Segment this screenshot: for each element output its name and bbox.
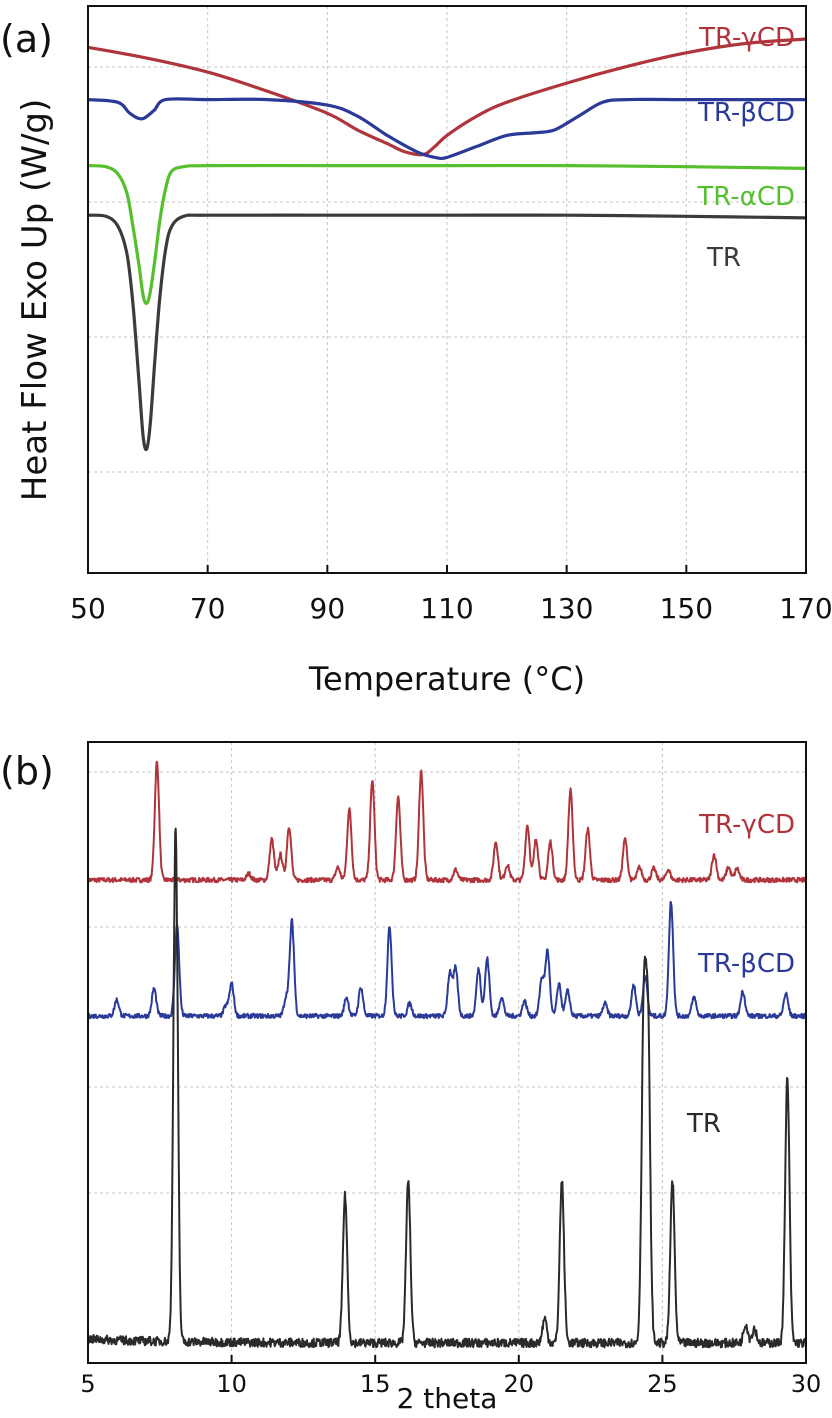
panel-a-ylabel: Heat Flow Exo Up (W/g) [15,99,55,502]
panel-b-xtick-label: 25 [647,1370,678,1398]
panel-a-xtick-label: 90 [310,592,346,625]
panel-b-label-tr-betacd: TR-βCD [697,949,795,979]
panel-a-xtick-label: 150 [660,592,713,625]
panel-a: (a) Heat Flow Exo Up (W/g) TR-γCDTR-βCDT… [0,5,832,698]
panel-b-xticks: 5 10 15 20 25 30 [80,1355,821,1398]
panel-b-label-tr: TR [686,1109,721,1139]
panel-b-xlabel: 2 theta [397,1382,498,1415]
panel-b-xtick-label: 10 [216,1370,247,1398]
panel-a-series [87,37,807,452]
panel-a-series-tr-betacd [87,97,806,161]
panel-b-xtick-label: 15 [360,1370,391,1398]
panel-a-series-labels: TR-γCD TR-βCD TR-αCD TR [696,23,795,273]
panel-a-series-tr [87,213,807,452]
panel-a-series-tr-gammacd [87,37,807,157]
panel-a-xtick-label: 50 [70,592,106,625]
panel-a-xtick-label: 70 [190,592,226,625]
panel-a-xlabel: Temperature (°C) [308,660,585,698]
panel-a-series-tr-alphacd [87,163,807,305]
panel-a-label-tr: TR [706,243,741,273]
panel-b-label-tr-gammacd: TR-γCD [698,810,795,840]
panel-b-series-tr-betacd [87,900,807,1020]
panel-a-xtick-label: 110 [420,592,473,625]
panel-b-series-tr-gammacd [87,760,807,884]
panel-b-series [87,760,807,1349]
panel-a-tag: (a) [0,17,53,61]
panel-a-xtick-label: 170 [779,592,832,625]
panel-b-series-labels: TR-γCD TR-βCD TR [686,810,795,1139]
panel-a-xtick-label: 130 [540,592,593,625]
panel-a-xticks: 50 70 90 110 130 150 170 [70,565,832,625]
panel-b-xtick-label: 30 [791,1370,822,1398]
panel-b-frame [87,741,807,1364]
panel-a-label-tr-alphacd: TR-αCD [696,182,795,212]
panel-b-xtick-label: 5 [80,1370,95,1398]
panel-b: (b) TR-γCD TR-βCD TR 5 10 15 20 25 30 2 theta [0,741,821,1415]
panel-a-grid [88,6,806,573]
panel-a-label-tr-gammacd: TR-γCD [698,23,795,53]
panel-a-label-tr-betacd: TR-βCD [697,98,795,128]
panel-b-xtick-label: 20 [504,1370,535,1398]
panel-b-series-tr [87,827,807,1349]
panel-b-tag: (b) [0,749,54,793]
